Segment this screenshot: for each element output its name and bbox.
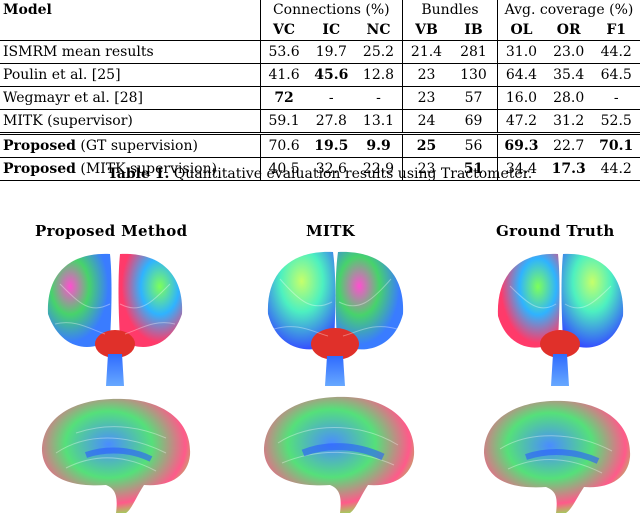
table-cell: 52.5: [600, 113, 632, 129]
table-cell: 17.3: [544, 157, 593, 181]
table-cell: 16.0: [496, 86, 545, 110]
model-header: Model: [3, 2, 52, 18]
table-cell: 57: [449, 86, 498, 110]
brain-sagittal-proposed: [42, 398, 191, 513]
row-model: Proposed (MITK supervision): [0, 157, 261, 181]
table-cell: 32.6: [307, 157, 356, 181]
table-cell: 34.4: [496, 157, 545, 181]
table-cell: 70.1: [592, 132, 640, 158]
column-title-proposed: Proposed Method: [35, 222, 188, 240]
table-cell: 9.9: [355, 132, 403, 158]
table-cell: 21.4: [402, 40, 450, 64]
table-row: ISMRM mean results 53.6 19.7 25.2 21.4 2…: [0, 40, 640, 64]
table-cell: 35.4: [544, 63, 593, 87]
table-cell: 24: [402, 109, 450, 134]
table-cell: 19.7: [307, 40, 356, 64]
table-cell: 70.6: [259, 132, 308, 158]
table-cell: 23.0: [544, 40, 593, 64]
row-model: Poulin et al. [25]: [0, 63, 261, 87]
table-cell: 53.6: [259, 40, 308, 64]
col-header-ol: OL: [496, 20, 545, 41]
col-header-ic: IC: [307, 20, 356, 41]
brain-coronal-ground-truth: [497, 253, 624, 386]
table-cell: 23: [402, 86, 450, 110]
table-cell: 45.6: [307, 63, 356, 87]
group-bundles: Bundles: [402, 0, 498, 20]
tractometer-table: Model Connections (%) Bundles Avg. cover…: [0, 0, 640, 181]
table-cell: 64.4: [496, 63, 545, 87]
col-header-vb: VB: [402, 20, 450, 41]
col-header-ib: IB: [449, 20, 498, 41]
table-row: Wegmayr et al. [28] 72 - - 23 57 16.0 28…: [0, 86, 640, 110]
col-header-or: OR: [544, 20, 593, 41]
column-title-mitk: MITK: [306, 222, 356, 240]
row-model: Proposed (GT supervision): [0, 132, 261, 158]
table-cell: 64.5: [592, 63, 640, 87]
table-cell: 281: [449, 40, 498, 64]
table-cell: 23: [402, 157, 450, 181]
group-connections: Connections (%): [259, 0, 403, 20]
table-cell: 22.7: [544, 132, 593, 158]
table-cell: 31.0: [496, 40, 545, 64]
table-cell: 72: [259, 86, 308, 110]
table-cell: 44.2: [592, 40, 640, 64]
table-cell: 23: [402, 63, 450, 87]
table-cell: 25: [402, 132, 450, 158]
table-cell: 59.1: [259, 109, 308, 134]
column-title-ground-truth: Ground Truth: [496, 222, 615, 240]
table-cell: 27.8: [315, 113, 347, 129]
brain-coronal-proposed: [47, 253, 183, 386]
table-cell: 12.8: [355, 63, 403, 87]
table-cell: 69: [464, 113, 483, 129]
table-cell: 47.2: [496, 109, 545, 134]
col-header-f1: F1: [592, 20, 640, 41]
table-cell: 69.3: [496, 132, 545, 158]
table-row: Poulin et al. [25] 41.6 45.6 12.8 23 130…: [0, 63, 640, 87]
table-cell: 19.5: [307, 132, 356, 158]
table-cell: -: [355, 86, 403, 110]
table-cell: 56: [449, 132, 498, 158]
table-cell: -: [592, 86, 640, 110]
row-model: MITK (supervisor): [3, 113, 133, 129]
brain-sagittal-ground-truth: [484, 400, 631, 513]
table-cell: 13.1: [362, 113, 395, 129]
table-caption: Table 1. Quantitative evaluation results…: [107, 166, 533, 182]
results-table: Model Connections (%) Bundles Avg. cover…: [0, 0, 640, 181]
table-cell: 28.0: [544, 86, 593, 110]
table-row: Proposed (MITK supervision) 40.5 32.6 22…: [0, 157, 640, 181]
row-model: Wegmayr et al. [28]: [0, 86, 261, 110]
table-cell: 130: [449, 63, 498, 87]
col-header-nc: NC: [355, 20, 403, 41]
table-cell: 25.2: [355, 40, 403, 64]
brain-sagittal-mitk: [264, 396, 415, 513]
table-cell: 22.9: [355, 157, 403, 181]
table-row: MITK (supervisor) 59.1 27.8 13.1 24 69 4…: [0, 109, 640, 134]
table-cell: -: [307, 86, 356, 110]
col-header-vc: VC: [259, 20, 308, 41]
brain-coronal-mitk: [267, 251, 404, 386]
table-cell: 31.2: [553, 113, 585, 129]
group-coverage: Avg. coverage (%): [496, 0, 640, 20]
table-cell: 51: [449, 157, 498, 181]
row-model: ISMRM mean results: [0, 40, 261, 64]
table-row: Proposed (GT supervision) 70.6 19.5 9.9 …: [0, 132, 640, 158]
table-cell: 40.5: [259, 157, 308, 181]
table-cell: 41.6: [259, 63, 308, 87]
table-cell: 44.2: [592, 157, 640, 181]
